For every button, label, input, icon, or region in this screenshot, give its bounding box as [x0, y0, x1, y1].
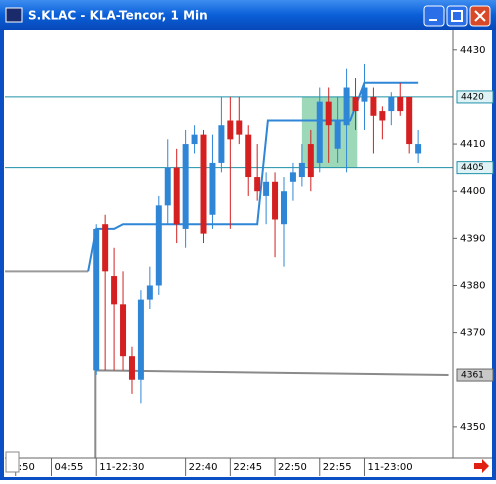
- x-tick-label: :50: [19, 462, 35, 473]
- last-value-box: [456, 368, 494, 382]
- x-tick-label: 22:40: [189, 462, 218, 473]
- candle-body: [200, 134, 207, 234]
- level-label-box: [456, 90, 494, 104]
- candle-body: [254, 177, 261, 192]
- y-tick-label: 4380: [460, 280, 485, 291]
- candle-body: [361, 87, 368, 102]
- level-label-box: [456, 161, 494, 175]
- last-value-label: 4361: [461, 371, 484, 381]
- title-bar: [0, 0, 496, 30]
- candle-body: [263, 181, 270, 196]
- level-label: 4420: [461, 92, 484, 102]
- candle-body: [325, 101, 332, 126]
- candle-body: [146, 285, 153, 300]
- candle-body: [343, 87, 350, 126]
- y-tick-label: 4430: [460, 45, 485, 56]
- axes: 4350 4370 4380 4390 4400 4410 4430 :50 04:55 11-2…: [15, 45, 494, 476]
- candle-body: [227, 120, 234, 140]
- level-label: 4405: [461, 163, 484, 173]
- close-icon: [474, 10, 486, 22]
- candle-body: [182, 144, 189, 229]
- x-tick-label: 11-22:30: [99, 462, 144, 473]
- candle-body: [191, 134, 198, 145]
- minimize-button[interactable]: [423, 5, 445, 27]
- candle-body: [218, 125, 225, 163]
- y-tick-label: 4390: [460, 233, 485, 244]
- x-tick-label: 22:50: [278, 462, 307, 473]
- maximize-icon: [451, 10, 463, 22]
- x-tick-label: 11-23:00: [367, 462, 412, 473]
- candle-body: [298, 162, 305, 178]
- candle-body: [280, 191, 287, 225]
- candle-body: [415, 144, 422, 154]
- candle-body: [120, 304, 127, 357]
- candle-body: [272, 181, 279, 220]
- candle-body: [379, 111, 386, 121]
- candle-body: [334, 120, 341, 149]
- candle-body: [102, 224, 109, 272]
- candle-body: [316, 101, 323, 163]
- scroll-right-arrow[interactable]: [474, 459, 489, 473]
- candle-body: [397, 96, 404, 112]
- candle-body: [209, 162, 216, 215]
- candle-body: [173, 167, 180, 225]
- y-tick-label: 4350: [460, 422, 485, 433]
- y-tick-label: 4400: [460, 186, 485, 197]
- scroll-box[interactable]: [5, 451, 20, 473]
- candle-body: [370, 96, 377, 116]
- candle-body: [289, 172, 296, 182]
- y-tick-label: 4410: [460, 139, 485, 150]
- maximize-button[interactable]: [446, 5, 468, 27]
- candle-body: [111, 276, 118, 305]
- x-tick-label: 22:55: [323, 462, 352, 473]
- candle-body: [388, 96, 395, 112]
- x-tick-label: 04:55: [54, 462, 83, 473]
- x-tick-label: 22:45: [233, 462, 262, 473]
- candle-body: [236, 120, 243, 135]
- candle-body: [137, 299, 144, 380]
- candle-body: [406, 96, 413, 145]
- y-tick-label: 4370: [460, 328, 485, 339]
- candle-body: [352, 96, 359, 112]
- candle-body: [155, 205, 162, 286]
- window-title: S.KLAC - KLA-Tencor, 1 Min: [28, 9, 208, 23]
- candle-body: [245, 134, 252, 178]
- candle-body: [93, 228, 100, 371]
- candle-body: [307, 144, 314, 178]
- app-icon: [5, 7, 23, 23]
- candle-body: [128, 356, 135, 380]
- candle-body: [164, 167, 171, 206]
- plot: [5, 63, 453, 458]
